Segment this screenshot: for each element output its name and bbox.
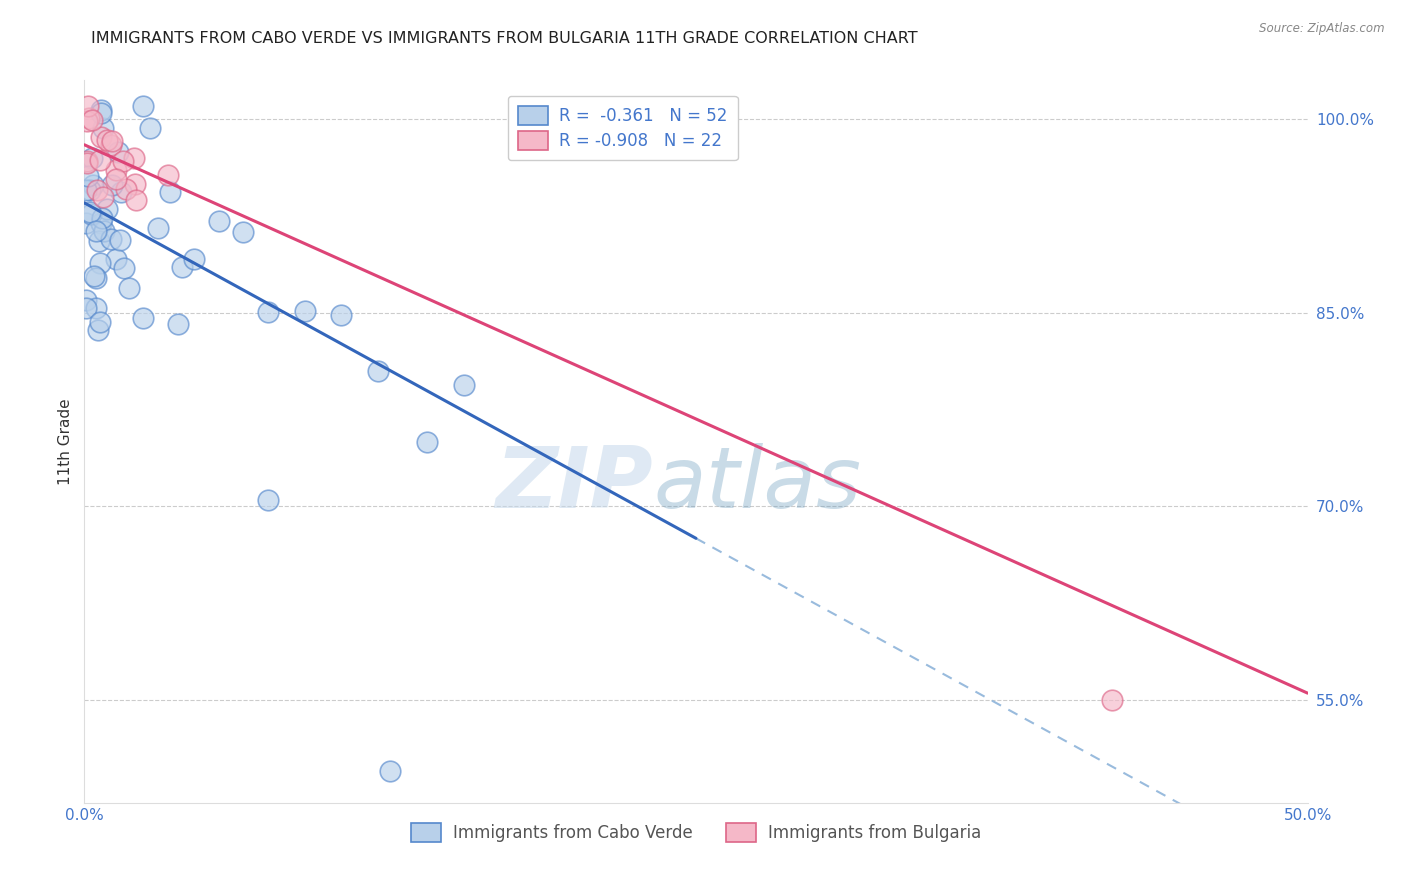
Y-axis label: 11th Grade: 11th Grade bbox=[58, 398, 73, 485]
Point bbox=[108, 233, 131, 247]
Text: ZIP: ZIP bbox=[495, 443, 654, 526]
Point bbox=[91, 211, 114, 226]
Point bbox=[118, 281, 141, 295]
Point bbox=[132, 311, 155, 326]
Point bbox=[172, 260, 194, 275]
Point bbox=[91, 121, 114, 136]
Point bbox=[76, 153, 98, 168]
Point bbox=[75, 216, 97, 230]
Point bbox=[104, 252, 127, 266]
Point bbox=[89, 315, 111, 329]
Point bbox=[80, 207, 103, 221]
Point bbox=[79, 183, 101, 197]
Point bbox=[84, 301, 107, 316]
Point bbox=[1101, 692, 1123, 706]
Point bbox=[146, 221, 169, 235]
Point bbox=[156, 168, 179, 182]
Point bbox=[84, 224, 107, 238]
Point bbox=[89, 256, 111, 270]
Point bbox=[101, 134, 124, 148]
Point bbox=[76, 169, 98, 183]
Point bbox=[91, 190, 114, 204]
Text: IMMIGRANTS FROM CABO VERDE VS IMMIGRANTS FROM BULGARIA 11TH GRADE CORRELATION CH: IMMIGRANTS FROM CABO VERDE VS IMMIGRANTS… bbox=[91, 31, 918, 46]
Point bbox=[112, 261, 135, 276]
Point bbox=[232, 225, 254, 239]
Point bbox=[75, 301, 97, 316]
Point bbox=[110, 185, 132, 199]
Point bbox=[166, 317, 188, 331]
Point bbox=[77, 111, 100, 125]
Point bbox=[107, 145, 129, 160]
Point bbox=[90, 106, 112, 120]
Point bbox=[453, 378, 475, 392]
Point bbox=[86, 183, 108, 197]
Legend: Immigrants from Cabo Verde, Immigrants from Bulgaria: Immigrants from Cabo Verde, Immigrants f… bbox=[405, 816, 987, 848]
Point bbox=[80, 113, 103, 128]
Point bbox=[115, 182, 138, 196]
Point bbox=[89, 153, 111, 168]
Point bbox=[82, 178, 104, 193]
Point bbox=[75, 293, 97, 307]
Point bbox=[101, 178, 124, 193]
Point bbox=[100, 137, 122, 152]
Point bbox=[76, 114, 98, 128]
Point bbox=[87, 323, 110, 337]
Point bbox=[111, 153, 134, 168]
Text: Source: ZipAtlas.com: Source: ZipAtlas.com bbox=[1260, 22, 1385, 36]
Point bbox=[96, 202, 118, 217]
Point bbox=[83, 269, 105, 284]
Point bbox=[257, 304, 280, 318]
Point bbox=[90, 129, 112, 144]
Point bbox=[90, 103, 112, 117]
Point bbox=[330, 308, 353, 322]
Point bbox=[257, 492, 280, 507]
Point bbox=[100, 232, 122, 246]
Point bbox=[367, 364, 389, 378]
Point bbox=[80, 151, 103, 165]
Point bbox=[93, 225, 115, 239]
Point bbox=[139, 120, 162, 135]
Point bbox=[122, 151, 145, 165]
Point bbox=[159, 185, 181, 199]
Point bbox=[124, 177, 146, 191]
Point bbox=[76, 156, 98, 170]
Point bbox=[132, 99, 155, 113]
Point bbox=[416, 434, 439, 449]
Point bbox=[104, 171, 127, 186]
Point bbox=[294, 303, 316, 318]
Point bbox=[104, 163, 127, 178]
Point bbox=[96, 132, 118, 146]
Point bbox=[77, 99, 100, 113]
Point bbox=[125, 193, 148, 207]
Point bbox=[87, 235, 110, 249]
Point bbox=[75, 183, 97, 197]
Point bbox=[208, 214, 231, 228]
Point bbox=[90, 216, 112, 230]
Point bbox=[79, 204, 101, 219]
Text: atlas: atlas bbox=[654, 443, 860, 526]
Point bbox=[183, 252, 205, 266]
Point bbox=[380, 764, 402, 778]
Point bbox=[84, 271, 107, 285]
